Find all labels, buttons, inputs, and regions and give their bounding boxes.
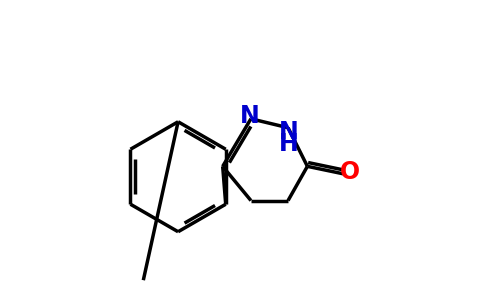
Text: N: N — [240, 104, 259, 128]
Text: N: N — [279, 120, 299, 144]
Text: H: H — [279, 132, 299, 156]
Text: O: O — [340, 160, 360, 184]
